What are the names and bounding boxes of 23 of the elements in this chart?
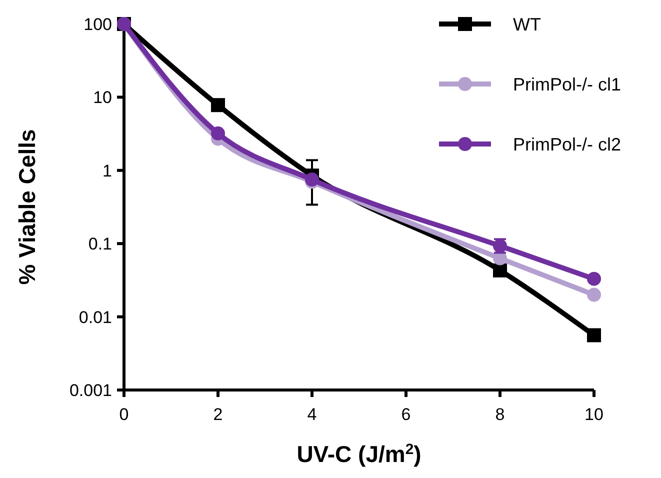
y-axis-title: % Viable Cells [14, 129, 40, 285]
legend-label: WT [513, 14, 541, 34]
y-tick-label: 1 [102, 161, 112, 180]
x-tick-label: 4 [307, 405, 317, 424]
point [587, 272, 601, 286]
x-tick-label: 2 [213, 405, 223, 424]
y-tick-label: 0.1 [88, 234, 112, 254]
y-tick-label: 100 [84, 14, 112, 34]
x-tick-label: 6 [401, 405, 411, 424]
point [493, 263, 507, 278]
x-tick-label: 0 [119, 405, 129, 424]
x-tick-label: 8 [495, 405, 505, 424]
legend-label: PrimPol-/- cl2 [513, 134, 622, 154]
legend-label: PrimPol-/- cl1 [513, 74, 622, 94]
point [587, 328, 601, 342]
x-axis-title: UV-C (J/m$^{2}$) [296, 440, 422, 467]
point [587, 288, 601, 302]
y-tick-label: 10 [93, 88, 112, 108]
y-tick-label: 0.01 [78, 308, 112, 327]
point [211, 98, 225, 112]
x-tick-label: 10 [584, 405, 604, 424]
point [211, 126, 225, 140]
y-tick-label: 0.001 [69, 380, 112, 400]
